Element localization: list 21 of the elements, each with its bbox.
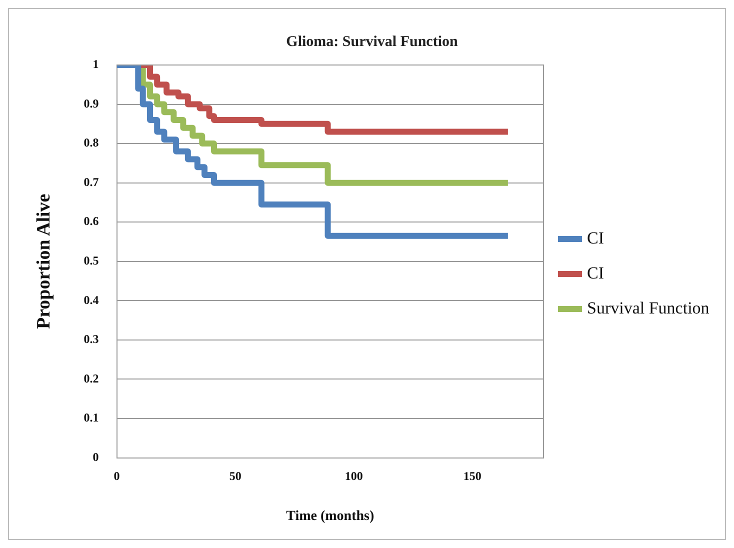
chart-title: Glioma: Survival Function xyxy=(286,34,458,50)
x-tick-label: 100 xyxy=(344,469,363,484)
x-tick-label: 50 xyxy=(229,469,242,484)
legend-label: CI xyxy=(587,263,604,282)
y-tick-label: 0.5 xyxy=(84,253,99,268)
y-tick-label: 0 xyxy=(92,450,99,464)
y-tick-label: 0.7 xyxy=(84,174,99,189)
y-tick-label: 0.1 xyxy=(84,410,99,425)
y-tick-label: 0.3 xyxy=(84,332,99,346)
y-axis-title: Proportion Alive xyxy=(33,194,54,330)
legend-label: CI xyxy=(587,228,604,248)
y-tick-label: 1 xyxy=(92,57,99,72)
x-tick-label: 150 xyxy=(463,469,482,484)
x-tick-label: 0 xyxy=(114,469,120,484)
y-tick-label: 0.4 xyxy=(84,292,99,307)
x-axis-title: Time (months) xyxy=(286,509,374,524)
y-tick-label: 0.2 xyxy=(84,371,99,386)
y-tick-label: 0.6 xyxy=(84,214,99,228)
legend-label: Survival Function xyxy=(587,298,710,318)
y-tick-label: 0.9 xyxy=(84,96,99,110)
y-tick-label: 0.8 xyxy=(84,136,99,150)
